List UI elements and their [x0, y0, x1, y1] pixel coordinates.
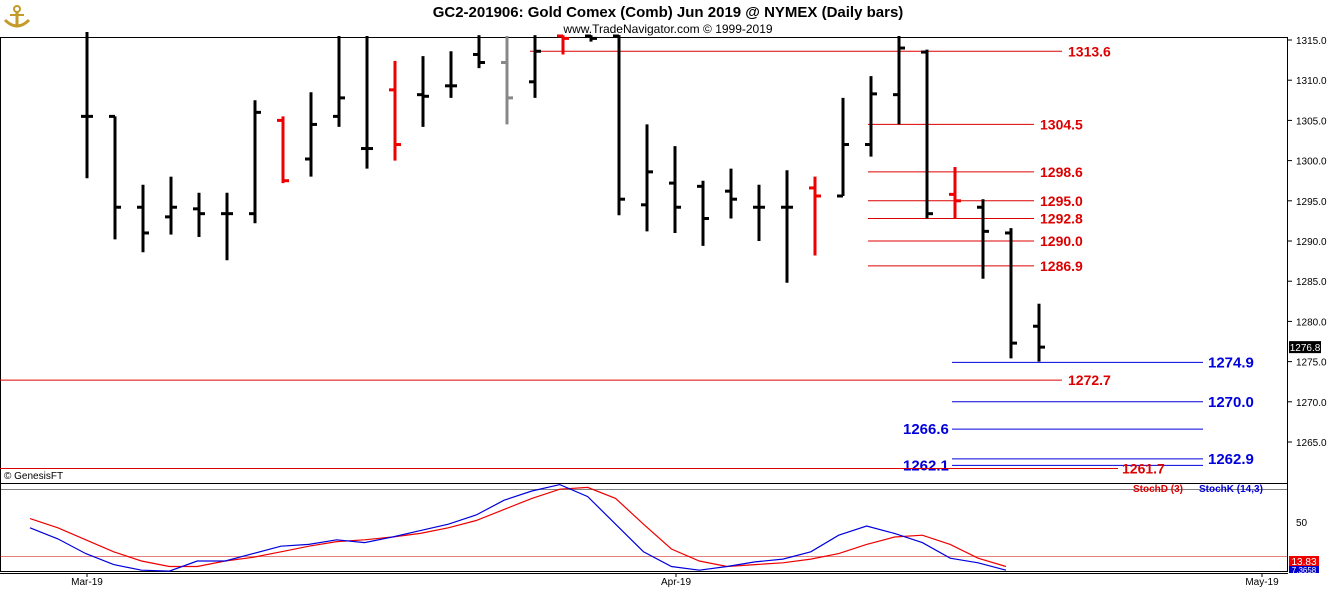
y-tick-label: 1285.0	[1296, 277, 1327, 288]
level-label-1313.6: 1313.6	[1068, 43, 1111, 59]
y-tick-label: 1275.0	[1296, 358, 1327, 369]
ohlc-bar	[977, 199, 989, 279]
ohlc-bar	[697, 180, 709, 246]
level-label-1262.1: 1262.1	[903, 457, 949, 474]
ohlc-bar	[305, 92, 317, 177]
ohlc-bar	[501, 35, 513, 125]
ohlc-bar	[613, 34, 625, 216]
last-price-marker: 1276.8	[1289, 341, 1321, 354]
ohlc-bar	[277, 116, 289, 184]
ohlc-bar	[809, 176, 821, 256]
ohlc-bar	[137, 184, 149, 253]
level-label-1295.0: 1295.0	[1040, 193, 1083, 209]
y-tick-label: 1280.0	[1296, 317, 1327, 328]
level-label-1272.7: 1272.7	[1068, 372, 1111, 388]
ohlc-bar	[893, 35, 905, 125]
level-label-1290.0: 1290.0	[1040, 233, 1083, 249]
y-tick-label: 1305.0	[1296, 116, 1327, 127]
ohlc-bar	[1005, 228, 1017, 359]
y-tick-label: 1265.0	[1296, 438, 1327, 449]
x-tick-label: Apr-19	[661, 577, 691, 588]
ohlc-bar	[781, 170, 793, 283]
indicator-line-stochd	[29, 486, 1007, 568]
ohlc-bar	[865, 76, 877, 157]
stochastic-indicator	[29, 483, 1007, 572]
indicator-line-stochk	[29, 483, 1007, 572]
ohlc-bar	[725, 168, 737, 219]
ohlc-bar	[753, 184, 765, 241]
ohlc-bar	[557, 34, 569, 55]
ohlc-bar	[165, 176, 177, 235]
ohlc-bar	[641, 124, 653, 232]
level-label-1292.8: 1292.8	[1040, 210, 1083, 226]
y-tick-label: 1300.0	[1296, 157, 1327, 168]
legend-stochd: StochD (3)	[1133, 484, 1183, 495]
last-price-box	[1289, 341, 1321, 354]
ohlc-bar	[529, 35, 541, 98]
ohlc-bar	[109, 114, 121, 240]
level-label-1304.5: 1304.5	[1040, 116, 1083, 132]
level-label-1262.9: 1262.9	[1208, 451, 1254, 468]
ohlc-bar	[193, 192, 205, 237]
y-tick-label: 1290.0	[1296, 237, 1327, 248]
y-tick-label: 1315.0	[1296, 36, 1327, 47]
ohlc-bar	[669, 146, 681, 233]
level-label-1266.6: 1266.6	[903, 421, 949, 438]
indicator-stochk-value: 7.3658	[1292, 566, 1317, 575]
ohlc-bar	[445, 51, 457, 98]
x-tick-label: Mar-19	[71, 577, 103, 588]
x-axis: Mar-19 Apr-19 May-19	[71, 573, 1279, 588]
legend-stochk: StochK (14,3)	[1199, 484, 1263, 495]
ohlc-bar	[249, 100, 261, 224]
level-label-1270.0: 1270.0	[1208, 394, 1254, 411]
anchor-logo-icon	[3, 5, 31, 28]
last-price-label: 1276.8	[1290, 343, 1321, 354]
ohlc-bar	[585, 34, 597, 42]
price-panel-frame	[0, 37, 1288, 484]
indicator-panel-frame	[0, 483, 1288, 572]
ohlc-bars	[81, 31, 1045, 362]
ohlc-bar	[837, 97, 849, 198]
x-tick-label: May-19	[1245, 577, 1279, 588]
ohlc-bar	[1033, 303, 1045, 362]
level-label-1261.7: 1261.7	[1122, 461, 1165, 477]
level-label-1298.6: 1298.6	[1040, 164, 1083, 180]
indicator-stochd-value: 13.83	[1291, 557, 1316, 568]
y-tick-label: 1295.0	[1296, 197, 1327, 208]
indicator-tick-50: 50	[1296, 518, 1308, 529]
y-tick-label: 1310.0	[1296, 76, 1327, 87]
y-tick-label: 1270.0	[1296, 398, 1327, 409]
ohlc-bar	[361, 35, 373, 169]
indicator-stochk-box	[1289, 566, 1319, 573]
level-label-1274.9: 1274.9	[1208, 354, 1254, 371]
ohlc-bar	[389, 60, 401, 161]
ohlc-bar	[921, 49, 933, 219]
watermark-label: © GenesisFT	[4, 471, 63, 482]
ohlc-bar	[417, 56, 429, 127]
chart-title: GC2-201906: Gold Comex (Comb) Jun 2019 @…	[433, 4, 904, 21]
chart-subtitle: www.TradeNavigator.com © 1999-2019	[562, 22, 772, 36]
ohlc-bar	[81, 31, 93, 179]
ohlc-bar	[949, 167, 961, 219]
ohlc-bar	[333, 35, 345, 127]
ohlc-bar	[473, 35, 485, 69]
ohlc-bar	[221, 192, 233, 261]
indicator-stochd-box	[1289, 556, 1319, 567]
y-axis: 1315.0 1310.0 1305.0 1300.0 1295.0 1290.0 1285…	[1288, 36, 1327, 449]
level-label-1286.9: 1286.9	[1040, 258, 1083, 274]
